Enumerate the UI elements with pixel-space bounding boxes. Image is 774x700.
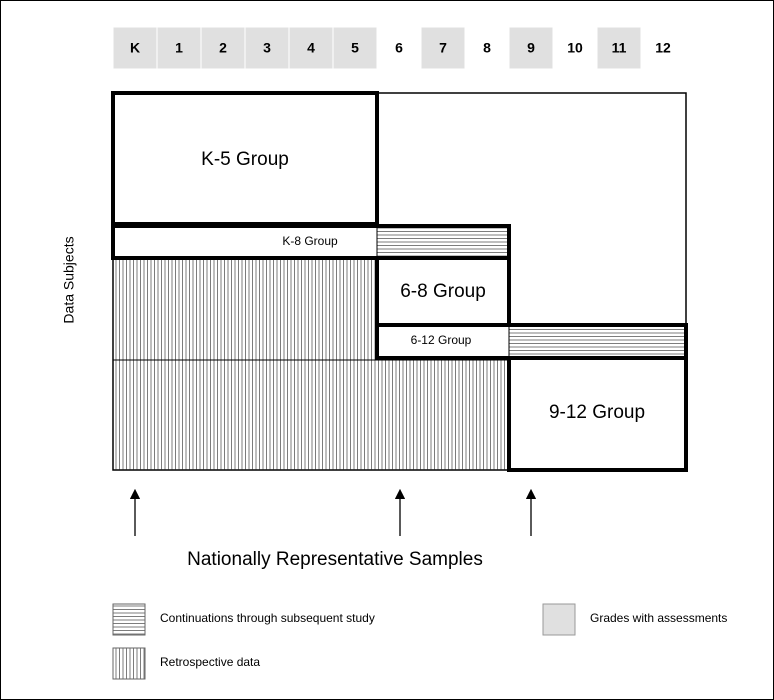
grade-label: 2 — [219, 40, 227, 56]
retro-area — [112, 359, 510, 471]
legend-swatch — [112, 603, 146, 636]
grade-label: 9 — [527, 40, 535, 56]
legend-label: Retrospective data — [160, 655, 260, 669]
grade-label: 11 — [612, 40, 627, 56]
legend-swatch — [542, 603, 576, 636]
y-label: Data Subjects — [61, 236, 77, 323]
group-label: K-5 Group — [201, 149, 289, 170]
legend-swatch — [112, 647, 146, 680]
grade-cell — [596, 26, 642, 70]
grade-label: 5 — [351, 40, 359, 56]
group-box — [507, 356, 688, 472]
continuation-area — [377, 228, 507, 256]
group-label: K-8 Group — [282, 234, 338, 248]
grade-label: 6 — [395, 40, 403, 56]
grade-label: 3 — [263, 40, 271, 56]
grade-label: 8 — [483, 40, 491, 56]
grade-cell — [288, 26, 334, 70]
legend-label: Continuations through subsequent study — [160, 611, 375, 625]
grade-label: 1 — [175, 40, 183, 56]
group-label: 9-12 Group — [549, 402, 645, 423]
group-label: 6-12 Group — [411, 333, 472, 347]
group-box — [375, 256, 511, 327]
legend-label: Grades with assessments — [590, 611, 727, 625]
grade-cell — [420, 26, 466, 70]
grade-label: 4 — [307, 40, 315, 56]
grade-cell — [112, 26, 158, 70]
grade-row: K 1 2 3 4 5 6 7 8 9 10 11 12 — [112, 26, 671, 70]
grade-cell — [508, 26, 554, 70]
continuation-area — [509, 327, 684, 356]
grade-cell — [200, 26, 246, 70]
grade-cell — [332, 26, 378, 70]
grade-label: 10 — [567, 40, 583, 56]
grade-label: K — [130, 40, 140, 56]
retro-area — [112, 257, 378, 361]
grade-label: 7 — [439, 40, 447, 56]
group-label: 6-8 Group — [400, 281, 486, 302]
grade-label: 12 — [655, 40, 671, 56]
arrows-caption: Nationally Representative Samples — [187, 549, 483, 570]
